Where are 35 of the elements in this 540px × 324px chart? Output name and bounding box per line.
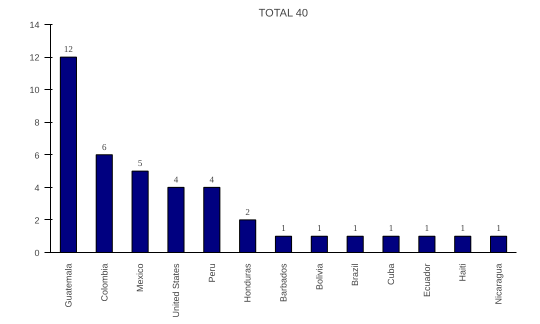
y-tick-label: 4 — [34, 182, 40, 193]
x-tick-label: Ecuador — [422, 263, 432, 298]
y-tick-label: 2 — [34, 215, 40, 226]
x-tick-label: Mexico — [135, 263, 146, 292]
y-tick-label: 8 — [34, 118, 40, 128]
data-label: 12 — [64, 44, 73, 54]
chart-title: TOTAL 40 — [258, 8, 308, 20]
y-tick-label: 0 — [34, 248, 40, 258]
data-label: 1 — [424, 223, 430, 234]
data-label: 1 — [388, 223, 394, 234]
x-tick-label: Haiti — [458, 263, 468, 282]
data-label: 1 — [496, 223, 501, 234]
x-tick-label: Barbados — [278, 263, 288, 302]
data-label: 4 — [174, 174, 179, 184]
data-label: 1 — [352, 223, 358, 234]
data-label: 4 — [210, 174, 215, 184]
x-tick-label: Colombia — [99, 263, 110, 302]
data-label: 2 — [245, 206, 250, 217]
data-label: 5 — [138, 158, 143, 168]
x-tick-label: Peru — [206, 263, 217, 283]
data-label: 1 — [281, 223, 286, 234]
x-tick-label: Bolivia — [314, 263, 324, 290]
x-tick-label: Cuba — [386, 264, 396, 286]
x-tick-label: Guatemala — [63, 263, 74, 308]
y-tick-label: 6 — [34, 150, 40, 160]
y-tick-label: 10 — [29, 85, 40, 96]
data-label: 1 — [317, 223, 322, 234]
y-tick-label: 14 — [29, 20, 40, 30]
y-tick-label: 12 — [29, 52, 40, 63]
data-label: 6 — [102, 142, 108, 152]
x-tick-label: Nicaragua — [494, 263, 504, 305]
data-label: 1 — [460, 223, 465, 234]
x-tick-label: Brazil — [350, 263, 360, 286]
x-tick-label: United States — [170, 263, 181, 318]
x-tick-label: Honduras — [242, 263, 253, 303]
